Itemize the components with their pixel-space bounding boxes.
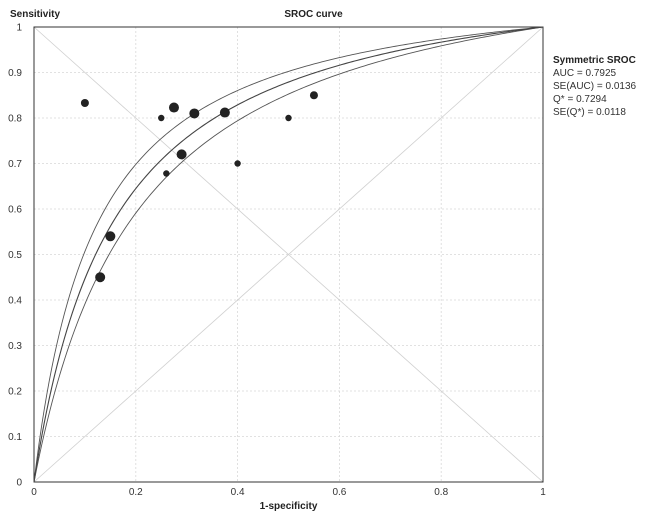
x-tick-label: 0.4 [231, 487, 245, 498]
study-point [219, 107, 230, 118]
x-axis-label: 1-specificity [260, 501, 318, 512]
y-tick-label: 1 [16, 23, 22, 34]
y-tick-label: 0.4 [8, 296, 22, 307]
sroc-lower-bound-line [33, 26, 544, 483]
symmetry-diagonal [33, 26, 544, 483]
study-point [309, 91, 318, 100]
plot-frame [33, 26, 544, 483]
study-point [158, 114, 165, 122]
study-point [176, 149, 187, 160]
stats-auc: AUC = 0.7925 [553, 68, 617, 79]
x-tick-label: 0.8 [434, 487, 448, 498]
y-tick-label: 0.3 [8, 341, 22, 352]
study-point [95, 272, 106, 283]
stats-se-q-star: SE(Q*) = 0.0118 [553, 107, 626, 118]
study-point [105, 231, 116, 242]
stats-title: Symmetric SROC [553, 55, 636, 66]
y-tick-label: 0.9 [8, 68, 22, 79]
study-point [168, 102, 179, 113]
x-tick-label: 1 [540, 487, 546, 498]
y-axis-label: Sensitivity [10, 9, 60, 20]
study-point [285, 114, 292, 122]
sroc-upper-bound-line [33, 26, 544, 483]
y-tick-label: 0.7 [8, 159, 22, 170]
chart-title: SROC curve [284, 9, 343, 20]
x-tick-label: 0.2 [129, 487, 143, 498]
y-tick-label: 0.5 [8, 250, 22, 261]
y-tick-label: 0.6 [8, 205, 22, 216]
sroc-stats-box: Symmetric SROC AUC = 0.7925 SE(AUC) = 0.… [553, 54, 636, 119]
stats-se-auc: SE(AUC) = 0.0136 [553, 81, 637, 92]
y-tick-label: 0.8 [8, 114, 22, 125]
sroc-curve-line [33, 26, 544, 483]
y-tick-label: 0 [16, 478, 22, 489]
study-point [189, 108, 200, 119]
study-point [234, 160, 241, 167]
y-tick-label: 0.2 [8, 387, 22, 398]
stats-q-star: Q* = 0.7294 [553, 94, 607, 105]
y-tick-label: 0.1 [8, 432, 22, 443]
study-point [80, 98, 89, 107]
study-point [163, 170, 170, 177]
x-tick-label: 0 [31, 487, 37, 498]
x-tick-label: 0.6 [332, 487, 346, 498]
